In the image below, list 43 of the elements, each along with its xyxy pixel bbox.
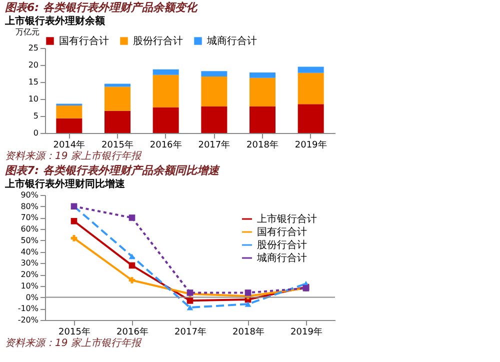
y-tick-label: 0%	[26, 292, 39, 302]
legend-label: 城商行合计	[256, 252, 307, 264]
x-tick-label: 2018年	[246, 140, 278, 150]
y-tick-label: 40%	[20, 247, 39, 256]
x-tick-label: 2017年	[198, 140, 230, 150]
y-tick-label: 90%	[20, 190, 39, 200]
legend-label: 上市银行合计	[257, 213, 317, 225]
text: 资料来源：19 家上市银行年报	[5, 150, 142, 162]
y-tick-label: -10%	[18, 304, 39, 314]
y-tick-label: 0	[33, 128, 38, 138]
y-tick-label: 5	[33, 112, 38, 120]
x-tick-label: 2015年	[58, 326, 90, 338]
y-tick-label: 70%	[20, 213, 39, 222]
y-tick-label: 20%	[20, 270, 39, 280]
legend-label: 城商行合计	[206, 35, 257, 47]
text: 资料来源：19 家上市银行年报	[5, 337, 142, 349]
chart-title: 图表7: 各类银行表外理财产品余额同比增速	[5, 164, 221, 177]
legend-label: 国有行合计	[59, 35, 109, 47]
chart-subtitle: 上市银行表外理财余额	[4, 15, 106, 27]
y-tick-label: 10	[28, 94, 38, 104]
y-tick-label: 10%	[20, 281, 39, 290]
y-axis-title: 万亿元	[16, 28, 40, 36]
y-tick-label: 50%	[20, 236, 39, 245]
chart-title: 图表6: 各类银行表外理财产品余额变化	[5, 1, 198, 14]
x-tick-label: 2015年	[102, 140, 134, 150]
x-tick-label: 2019年	[290, 326, 322, 338]
x-tick-label: 2016年	[116, 326, 148, 338]
x-tick-label: 2018年	[232, 326, 264, 338]
y-tick-label: 20	[28, 60, 38, 70]
legend-label: 股份行合计	[133, 35, 183, 47]
chart-subtitle: 上市银行表外理财同比增速	[4, 178, 126, 190]
legend-label: 股份行合计	[257, 239, 307, 251]
y-tick-label: -20%	[18, 316, 39, 324]
x-tick-label: 2014年	[53, 140, 86, 150]
y-tick-label: 15	[28, 78, 38, 86]
y-tick-label: 25	[28, 44, 38, 52]
legend-label: 国有行合计	[257, 226, 307, 238]
y-tick-label: 80%	[20, 202, 39, 211]
y-tick-label: 60%	[20, 224, 39, 234]
x-tick-label: 2019年	[294, 140, 327, 150]
y-tick-label: 30%	[20, 258, 39, 268]
x-tick-label: 2017年	[174, 326, 206, 338]
x-tick-label: 2016年	[150, 140, 182, 150]
